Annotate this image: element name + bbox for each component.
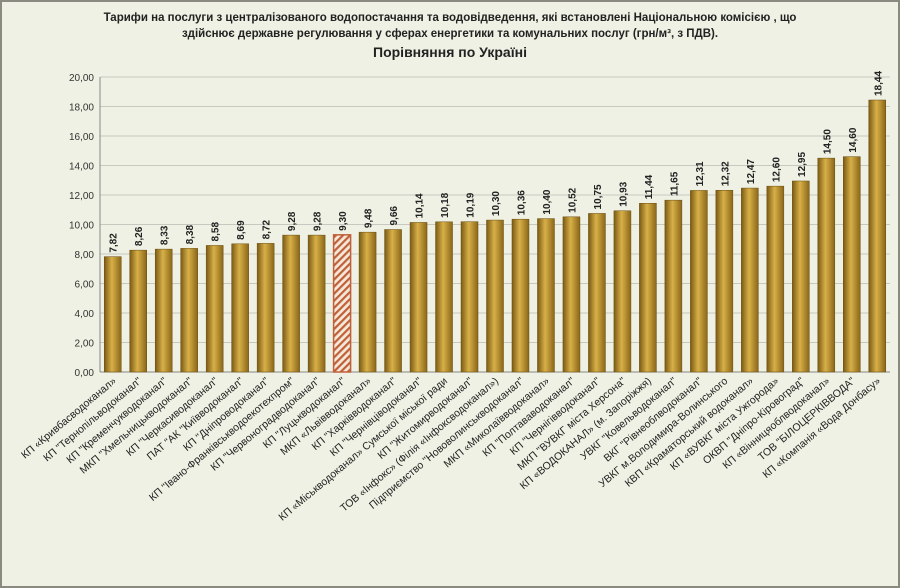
y-tick-label: 14,00 bbox=[69, 162, 94, 173]
bar bbox=[409, 222, 428, 373]
data-label: 10,36 bbox=[516, 190, 527, 215]
data-label: 8,26 bbox=[134, 226, 145, 246]
bar bbox=[256, 243, 275, 373]
data-label: 18,44 bbox=[873, 71, 884, 96]
data-label: 9,28 bbox=[313, 211, 324, 231]
bar bbox=[843, 156, 861, 373]
chart-subtitle: Порівняння по Україні bbox=[373, 44, 527, 60]
bar bbox=[332, 234, 352, 373]
bar bbox=[690, 190, 708, 373]
data-label: 8,33 bbox=[160, 225, 171, 245]
bar bbox=[639, 203, 657, 373]
data-label: 8,72 bbox=[262, 219, 273, 239]
data-label: 7,82 bbox=[109, 233, 120, 253]
chart-title-line1: Тарифи на послуги з централізованого вод… bbox=[103, 12, 797, 24]
data-label: 10,18 bbox=[440, 192, 451, 217]
data-label: 12,95 bbox=[797, 152, 808, 177]
y-tick-label: 2,00 bbox=[75, 339, 95, 350]
bar bbox=[792, 180, 810, 373]
bar bbox=[486, 219, 504, 373]
bar bbox=[103, 256, 122, 373]
y-tick-label: 20,00 bbox=[69, 73, 94, 84]
bar bbox=[562, 216, 581, 373]
bar bbox=[868, 99, 887, 373]
y-tick-label: 18,00 bbox=[69, 103, 94, 114]
bar bbox=[741, 187, 759, 373]
chart-title-line2: здійснює державне регулювання у сферах е… bbox=[181, 28, 719, 40]
bar bbox=[460, 221, 479, 373]
bar bbox=[205, 245, 224, 373]
data-label: 12,31 bbox=[695, 161, 706, 186]
y-tick-label: 12,00 bbox=[69, 191, 94, 202]
bar bbox=[129, 249, 147, 373]
bar bbox=[307, 234, 326, 373]
bar bbox=[511, 218, 530, 373]
data-label: 11,44 bbox=[644, 174, 655, 199]
data-label: 12,47 bbox=[746, 159, 757, 184]
y-tick-label: 0,00 bbox=[75, 368, 95, 379]
data-label: 9,28 bbox=[287, 211, 298, 231]
bar bbox=[613, 210, 632, 373]
bar bbox=[435, 221, 453, 373]
data-label: 10,75 bbox=[593, 184, 604, 209]
y-tick-label: 6,00 bbox=[75, 280, 95, 291]
data-label: 9,30 bbox=[338, 211, 349, 231]
bar bbox=[715, 190, 734, 373]
y-tick-label: 16,00 bbox=[69, 132, 94, 143]
data-label: 14,60 bbox=[848, 127, 859, 152]
data-label: 8,58 bbox=[211, 222, 222, 242]
bar bbox=[664, 199, 683, 373]
data-label: 11,65 bbox=[669, 171, 680, 196]
y-tick-label: 4,00 bbox=[75, 309, 95, 320]
data-label: 12,32 bbox=[720, 161, 731, 186]
data-label: 10,93 bbox=[618, 181, 629, 206]
data-label: 9,66 bbox=[389, 206, 400, 226]
data-label: 10,30 bbox=[491, 191, 502, 216]
data-label: 8,69 bbox=[236, 220, 247, 240]
bar bbox=[817, 157, 836, 373]
data-label: 10,52 bbox=[567, 187, 578, 212]
bar bbox=[537, 218, 555, 373]
data-label: 10,40 bbox=[542, 189, 553, 214]
bar bbox=[180, 248, 198, 373]
bar bbox=[384, 229, 402, 373]
bar bbox=[766, 185, 785, 373]
data-label: 8,38 bbox=[185, 224, 196, 244]
bar bbox=[358, 231, 377, 373]
y-tick-label: 10,00 bbox=[69, 221, 94, 232]
y-tick-label: 8,00 bbox=[75, 250, 95, 261]
data-label: 14,50 bbox=[822, 129, 833, 154]
bar bbox=[282, 234, 300, 373]
bar bbox=[231, 243, 249, 373]
bar bbox=[154, 248, 173, 373]
bar bbox=[588, 213, 606, 373]
data-label: 9,48 bbox=[364, 208, 375, 228]
data-label: 10,14 bbox=[415, 193, 426, 218]
data-label: 10,19 bbox=[466, 192, 477, 217]
data-label: 12,60 bbox=[771, 157, 782, 182]
